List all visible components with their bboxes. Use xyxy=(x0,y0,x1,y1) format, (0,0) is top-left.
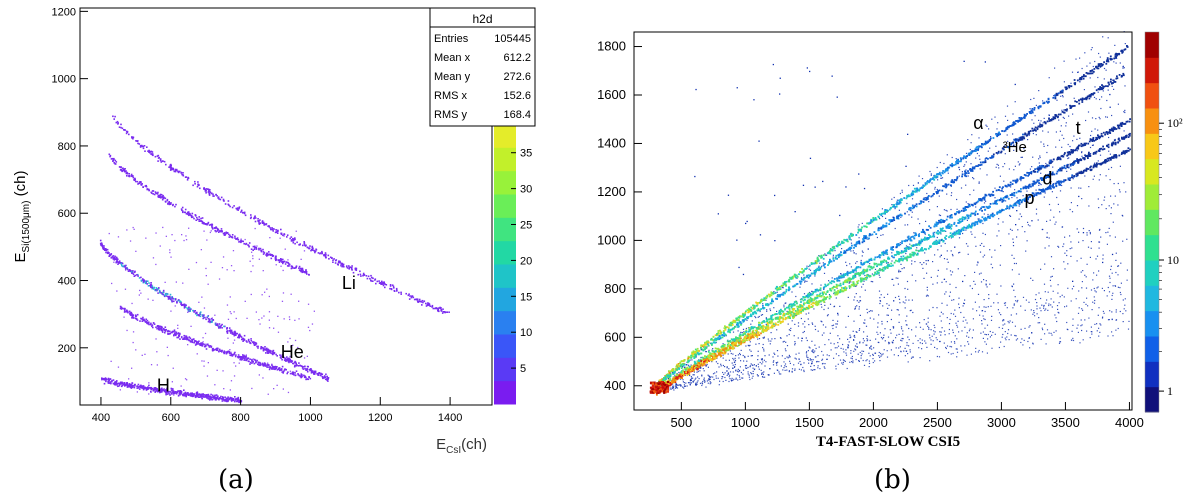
band-h-a xyxy=(101,377,243,404)
stats-value-1: 612.2 xyxy=(503,52,531,64)
annotation-a-li: Li xyxy=(342,273,356,293)
band-he-a xyxy=(99,239,330,382)
stats-value-3: 152.6 xyxy=(503,90,531,102)
y-tick-label-a-800: 800 xyxy=(58,141,76,153)
x-tick-label-b-3500: 3500 xyxy=(1051,415,1080,430)
plot-area-a xyxy=(80,8,492,405)
y-tick-label-a-400: 400 xyxy=(58,276,76,288)
colorbar-b-label-1: 10 xyxy=(1167,253,1179,267)
heatmap-b-outliers xyxy=(694,60,1114,283)
x-tick-label-b-500: 500 xyxy=(671,415,693,430)
x-tick-label-a-1400: 1400 xyxy=(438,412,462,424)
annotation-b-p: p xyxy=(1024,188,1034,208)
y-tick-label-b-1800: 1800 xyxy=(597,39,626,54)
y-tick-label-b-1000: 1000 xyxy=(597,232,626,247)
x-tick-label-b-2000: 2000 xyxy=(859,415,888,430)
y-tick-label-b-1400: 1400 xyxy=(597,135,626,150)
x-tick-label-b-4000: 4000 xyxy=(1115,415,1144,430)
colorbar-b-frame xyxy=(1144,31,1160,413)
stats-value-4: 168.4 xyxy=(503,109,531,121)
band-he-2-a xyxy=(119,305,312,381)
y-axis-label-a: ESi(1500μm) (ch) xyxy=(12,171,32,263)
panel-b: 500 1000 1500 2000 2500 3000 3500 4000 400 600 800… xyxy=(597,31,1183,450)
panel-a: 400 600 800 1000 1200 1400 200 400 600 800 1000 120… xyxy=(12,6,536,456)
plot-frame-a xyxy=(79,7,493,406)
stats-box-frame xyxy=(429,7,536,127)
band-b-d xyxy=(655,132,1131,394)
colorbar-a-label-10: 10 xyxy=(520,327,532,339)
y-tick-label-b-800: 800 xyxy=(604,281,626,296)
heatmap-a-points xyxy=(99,115,450,404)
y-tick-label-a-1200: 1200 xyxy=(52,6,76,18)
stats-label-4: RMS y xyxy=(434,109,468,121)
heatmap-b-hotspot xyxy=(649,380,670,394)
y-tick-label-b-400: 400 xyxy=(604,378,626,393)
colorbar-a-label-5: 5 xyxy=(520,363,526,375)
annotation-b-3he: ³He xyxy=(1003,139,1027,156)
x-tick-label-a-1200: 1200 xyxy=(368,412,392,424)
colorbar-a-label-25: 25 xyxy=(520,220,532,232)
y-tick-label-a-600: 600 xyxy=(58,208,76,220)
x-tick-label-a-400: 400 xyxy=(92,412,110,424)
annotation-b-α: α xyxy=(973,113,983,133)
x-tick-label-a-1000: 1000 xyxy=(298,412,322,424)
stats-label-0: Entries xyxy=(434,33,469,45)
stats-value-2: 272.6 xyxy=(503,71,531,83)
y-tick-label-a-200: 200 xyxy=(58,343,76,355)
colorbar-a: 5 10 15 20 25 30 35 xyxy=(494,124,532,405)
x-tick-label-a-600: 600 xyxy=(162,412,180,424)
y-tick-label-b-600: 600 xyxy=(604,329,626,344)
colorbar-a-label-20: 20 xyxy=(520,255,532,267)
stats-label-2: Mean y xyxy=(434,71,471,83)
heatmap-b-points xyxy=(649,31,1131,396)
y-tick-label-b-1200: 1200 xyxy=(597,184,626,199)
colorbar-b-label-2: 10² xyxy=(1167,116,1183,130)
annotation-a-he: He xyxy=(281,342,304,362)
x-tick-label-b-3000: 3000 xyxy=(987,415,1016,430)
stats-label-1: Mean x xyxy=(434,52,471,64)
stats-label-3: RMS x xyxy=(434,90,468,102)
colorbar-a-label-30: 30 xyxy=(520,184,532,196)
x-tick-label-b-1000: 1000 xyxy=(731,415,760,430)
y-tick-label-b-1600: 1600 xyxy=(597,87,626,102)
y-tick-label-a-1000: 1000 xyxy=(52,74,76,86)
heatmap-a-noise xyxy=(108,226,315,396)
colorbar-b: 1 10 10² xyxy=(1144,31,1183,413)
x-axis-label-a: ECsI(ch) xyxy=(436,436,487,456)
x-tick-label-b-2500: 2500 xyxy=(923,415,952,430)
annotation-a-h: H xyxy=(157,376,170,396)
x-axis-label-b: T4-FAST-SLOW CSI5 xyxy=(816,434,960,450)
caption-a: (a) xyxy=(218,465,254,495)
colorbar-b-label-0: 1 xyxy=(1167,384,1173,398)
band-li-a xyxy=(112,115,450,314)
annotation-b-d: d xyxy=(1042,169,1052,189)
band-li-2-a xyxy=(108,153,310,276)
stats-box-title: h2d xyxy=(472,12,492,26)
annotation-b-t: t xyxy=(1076,118,1081,138)
x-tick-label-b-1500: 1500 xyxy=(795,415,824,430)
colorbar-a-label-35: 35 xyxy=(520,148,532,160)
plot-area-b xyxy=(634,32,1132,410)
caption-b: (b) xyxy=(874,465,911,495)
colorbar-a-label-15: 15 xyxy=(520,291,532,303)
stats-value-0: 105445 xyxy=(494,33,531,45)
x-tick-label-a-800: 800 xyxy=(231,412,249,424)
band-b-p xyxy=(655,147,1131,396)
plot-frame-b xyxy=(633,31,1133,411)
